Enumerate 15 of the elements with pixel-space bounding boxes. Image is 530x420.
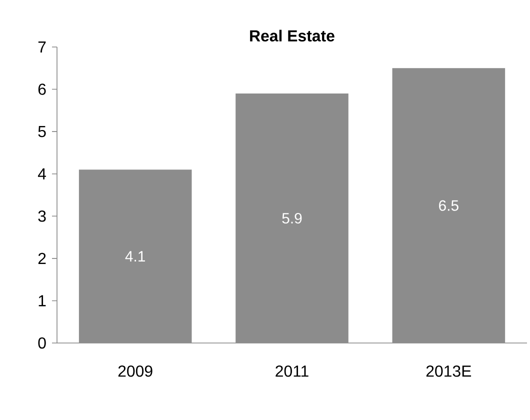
y-tick-label: 3 [38,210,46,222]
y-tick-label: 1 [38,295,46,306]
data-label: 4.1 [125,251,145,262]
data-label: 5.9 [282,212,302,224]
x-tick-label: 2013E [426,366,472,377]
y-tick-label: 4 [38,168,46,180]
data-label: 6.5 [439,200,458,211]
x-tick-label: 2009 [118,366,152,377]
chart-title: Real Estate [250,30,334,42]
y-tick-label: 0 [38,337,46,349]
y-tick-label: 7 [38,42,46,52]
y-tick-label: 5 [38,126,46,138]
y-tick-label: 2 [38,252,46,264]
y-tick-label: 6 [38,84,46,95]
x-tick-label: 2011 [276,366,308,377]
